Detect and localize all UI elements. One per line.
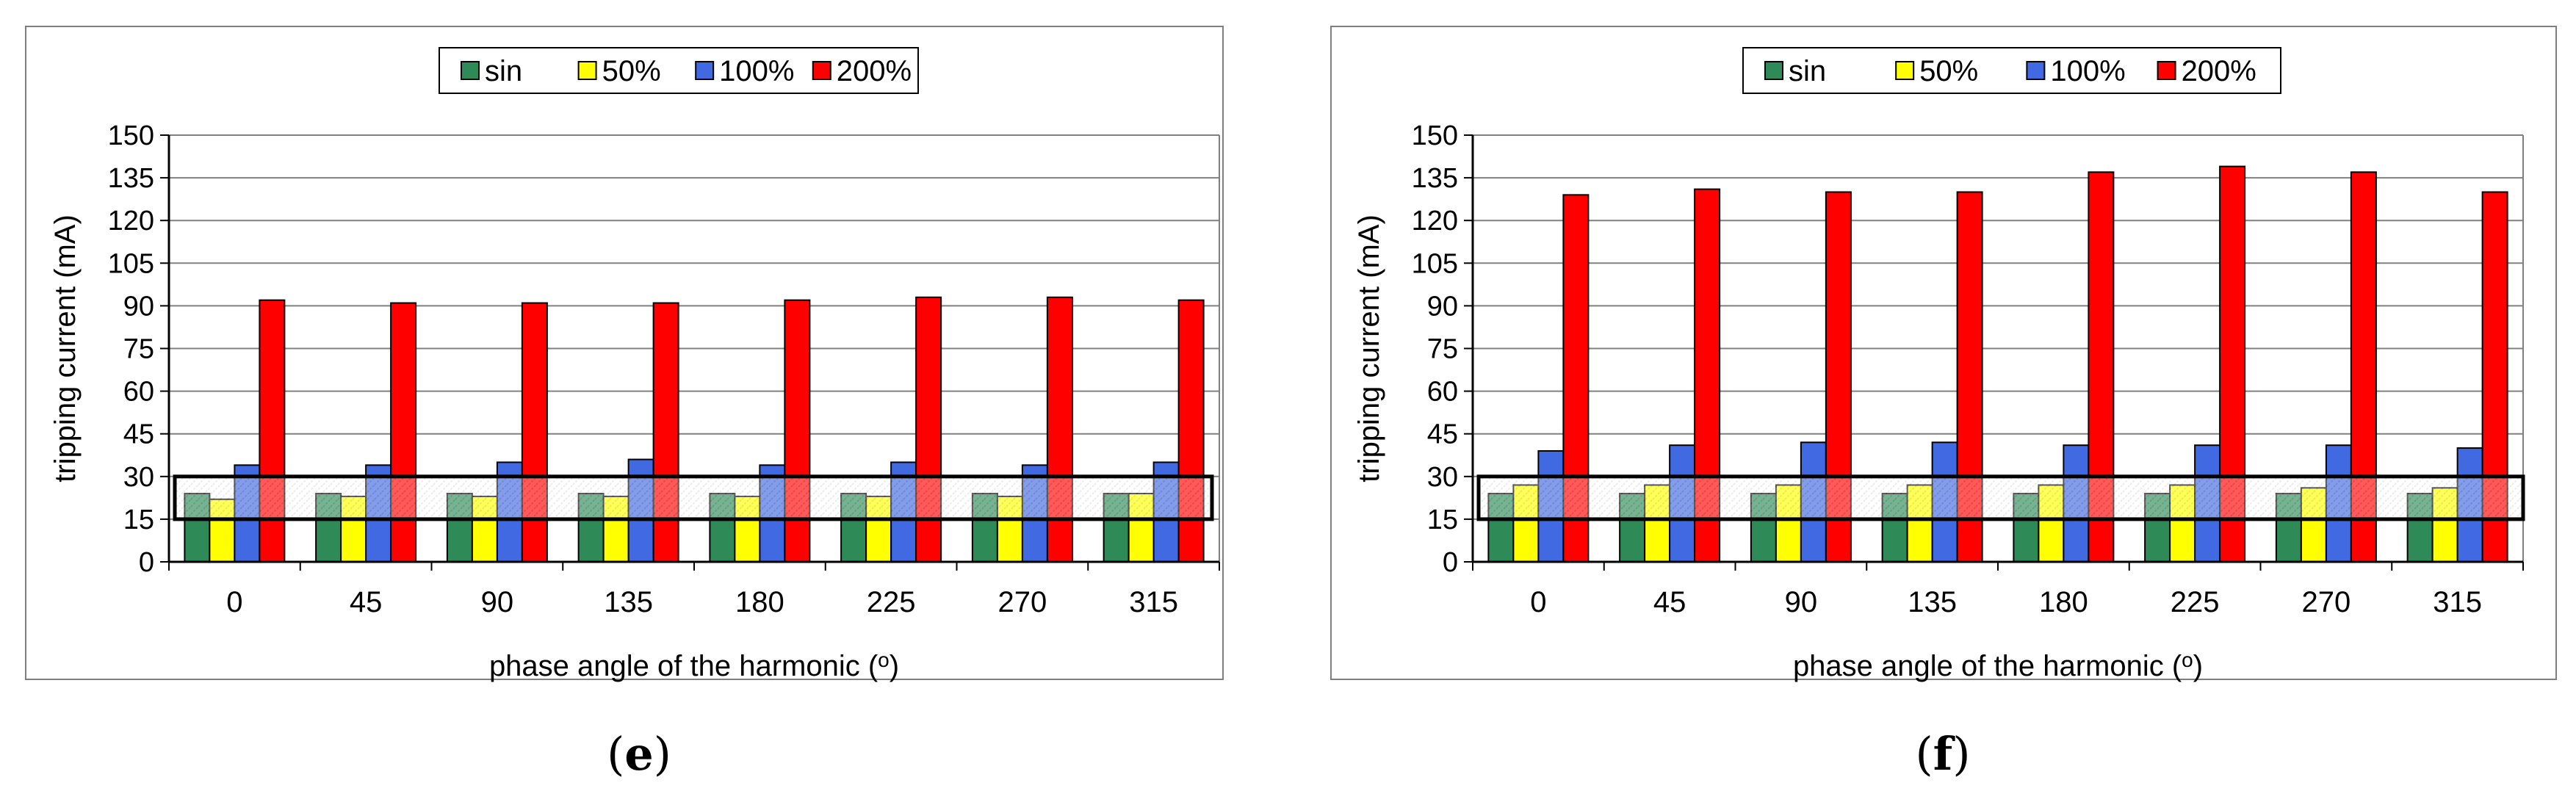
bar-200pct-45 — [390, 302, 417, 563]
y-tick-label: 0 — [1443, 547, 1458, 578]
x-tick-label: 45 — [350, 586, 383, 618]
caption-f: (f) — [1915, 727, 1970, 781]
legend-swatch-sin — [1764, 61, 1783, 80]
y-tick-label: 150 — [108, 120, 154, 151]
legend-swatch-50pct — [577, 61, 597, 80]
y-tick-label: 90 — [123, 291, 154, 322]
bar-200pct-180 — [784, 299, 811, 563]
x-axis-label: phase angle of the harmonic (o) — [1793, 649, 2203, 682]
legend-label-50pct: 50% — [602, 55, 661, 87]
legend-box — [439, 47, 919, 94]
x-tick-label: 135 — [1908, 586, 1957, 618]
y-tick-label: 90 — [1427, 291, 1458, 322]
x-tick-label: 180 — [2039, 586, 2088, 618]
x-tick-label: 315 — [2433, 586, 2482, 618]
y-tick-label: 45 — [1427, 419, 1458, 450]
legend-label-100pct: 100% — [719, 55, 794, 87]
chart-e: 0 15 30 45 60 75 90 105 120 135 150 0 45 90 135 180 225 2… — [25, 26, 1224, 682]
x-tick-label: 135 — [604, 586, 653, 618]
tripping-band-rectangle — [1476, 474, 2525, 521]
bar-200pct-225 — [915, 296, 942, 563]
y-tick-label: 105 — [1412, 248, 1458, 279]
tripping-band-rectangle — [173, 474, 1214, 521]
x-tick-label: 45 — [1653, 586, 1686, 618]
bar-200pct-90 — [521, 302, 548, 563]
y-tick-label: 30 — [1427, 462, 1458, 493]
x-tick-label: 90 — [1785, 586, 1818, 618]
legend-swatch-200pct — [2157, 61, 2176, 80]
y-axis-label: tripping current (mA) — [49, 214, 82, 483]
chart-frame-e — [25, 26, 1224, 680]
y-axis-label: tripping current (mA) — [1353, 214, 1385, 483]
y-tick-label: 105 — [108, 248, 154, 279]
legend-label-200pct: 200% — [837, 55, 912, 87]
bar-200pct-270 — [1046, 296, 1073, 563]
x-tick-label: 225 — [2171, 586, 2220, 618]
x-axis-label: phase angle of the harmonic (o) — [489, 649, 899, 682]
legend-label-100pct: 100% — [2050, 55, 2125, 87]
y-tick-label: 60 — [123, 377, 154, 408]
legend-label-sin: sin — [1789, 55, 1826, 87]
x-tick-label: 270 — [998, 586, 1047, 618]
legend-label-200pct: 200% — [2182, 55, 2256, 87]
caption-e: (e) — [607, 727, 671, 781]
y-tick-label: 60 — [1427, 377, 1458, 408]
y-tick-label: 150 — [1412, 120, 1458, 151]
y-tick-label: 135 — [1412, 163, 1458, 194]
y-tick-label: 120 — [108, 206, 154, 236]
x-tick-label: 315 — [1129, 586, 1178, 618]
x-tick-label: 180 — [735, 586, 784, 618]
legend-swatch-200pct — [812, 61, 831, 80]
x-tick-label: 0 — [226, 586, 242, 618]
bar-200pct-0 — [259, 299, 286, 563]
y-tick-label: 75 — [1427, 334, 1458, 365]
y-tick-label: 30 — [123, 462, 154, 493]
y-tick-label: 120 — [1412, 206, 1458, 236]
chart-f: 0 15 30 45 60 75 90 105 120 135 150 0 45 90 135 180 225 2… — [1330, 26, 2557, 682]
legend-box — [1742, 47, 2281, 94]
y-tick-label: 45 — [123, 419, 154, 450]
y-tick-label: 75 — [123, 334, 154, 365]
legend-swatch-50pct — [1895, 61, 1915, 80]
legend-swatch-100pct — [695, 61, 715, 80]
y-tick-label: 135 — [108, 163, 154, 194]
bar-200pct-315 — [1177, 299, 1205, 563]
legend-label-50pct: 50% — [1919, 55, 1978, 87]
y-tick-label: 15 — [1427, 505, 1458, 535]
x-tick-label: 225 — [867, 586, 916, 618]
legend-swatch-100pct — [2026, 61, 2046, 80]
x-tick-label: 270 — [2302, 586, 2351, 618]
y-tick-label: 15 — [123, 505, 154, 535]
legend-swatch-sin — [461, 61, 480, 80]
x-tick-label: 90 — [481, 586, 514, 618]
y-tick-label: 0 — [139, 547, 154, 578]
bar-200pct-135 — [652, 302, 679, 563]
x-tick-label: 0 — [1530, 586, 1546, 618]
legend-label-sin: sin — [485, 55, 522, 87]
